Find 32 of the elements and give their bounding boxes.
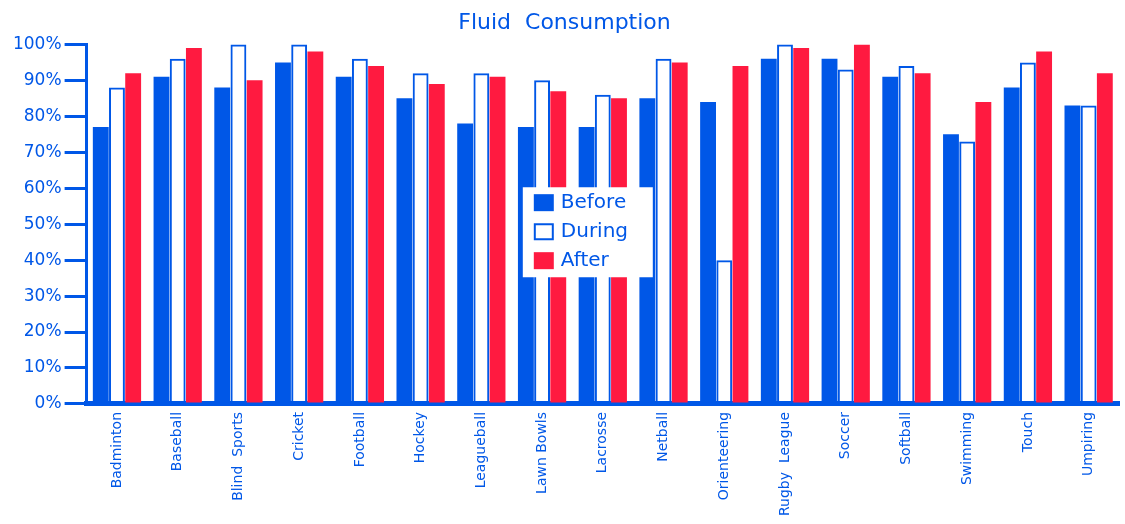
y-tick-label: 30%	[23, 284, 62, 305]
x-tick-label: Lawn Bowls	[532, 411, 549, 494]
x-tick-label: Baseball	[168, 411, 185, 472]
y-tick-label: 70%	[23, 140, 62, 161]
x-tick-label: Cricket	[289, 411, 306, 461]
x-tick-label: Touch	[1018, 411, 1035, 454]
x-tick-label: Umpiring	[1079, 411, 1096, 477]
x-tick-label: Orienteering	[714, 411, 731, 501]
x-tick-label: Leagueball	[471, 411, 488, 489]
y-tick-label: 10%	[23, 356, 62, 377]
x-tick-label: Hockey	[411, 411, 428, 464]
x-tick-label: Netball	[654, 411, 671, 462]
x-tick-label: Swimming	[957, 411, 974, 486]
x-tick-label: Rugby League	[775, 411, 792, 517]
x-tick-label: Football	[350, 411, 367, 468]
y-tick-label: 100%	[12, 32, 62, 53]
x-tick-label: Soccer	[836, 411, 853, 460]
y-tick-label: 0%	[34, 392, 62, 413]
y-tick-label: 90%	[23, 68, 62, 89]
y-tick-label: 60%	[23, 176, 62, 197]
y-tick-label: 40%	[23, 248, 62, 269]
y-tick-label: 80%	[23, 104, 62, 125]
chart-title: Fluid Consumption	[458, 8, 671, 34]
y-tick-label: 50%	[23, 212, 62, 233]
x-tick-label: Blind Sports	[229, 411, 246, 501]
legend-label: Before	[560, 189, 627, 214]
x-tick-label: Softball	[897, 411, 914, 465]
legend-label: During	[560, 218, 629, 243]
legend-label: After	[560, 247, 610, 272]
x-tick-label: Lacrosse	[593, 411, 610, 474]
x-tick-label: Badminton	[107, 411, 124, 489]
y-tick-label: 20%	[23, 320, 62, 341]
